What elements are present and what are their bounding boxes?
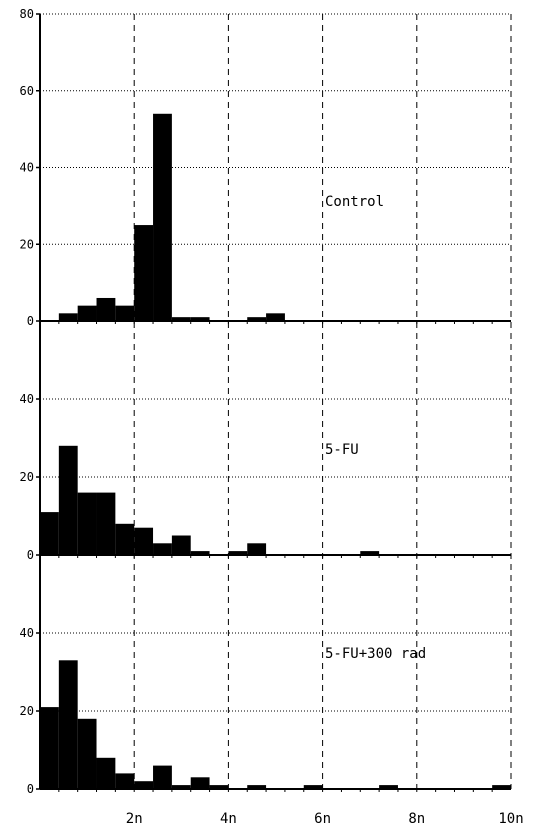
histogram-bar (134, 225, 154, 321)
histogram-bar (171, 785, 191, 789)
histogram-bar (492, 785, 511, 789)
y-tick-label: 0 (27, 314, 34, 328)
histogram-bar (96, 297, 116, 321)
histogram-bar (190, 551, 210, 555)
y-tick-label: 0 (27, 782, 34, 796)
x-tick-label: 4n (220, 811, 237, 827)
histogram-bar (247, 317, 267, 321)
histogram-bar (58, 313, 78, 321)
panel-label: Control (325, 194, 384, 210)
y-tick-label: 20 (20, 704, 34, 718)
y-tick-label: 40 (20, 626, 34, 640)
histogram-bar (247, 543, 267, 555)
x-tick-label: 2n (126, 811, 143, 827)
histogram-bar (77, 305, 97, 321)
histogram-bar (303, 785, 323, 789)
histogram-bar (134, 781, 154, 789)
histogram-bar (209, 785, 229, 789)
histogram-bar (171, 535, 191, 555)
panel-label: 5-FU+300 rad (325, 646, 426, 662)
histogram-bar (96, 492, 116, 555)
histogram-bar (171, 317, 191, 321)
histogram-bar (379, 785, 398, 789)
histogram-bar (58, 660, 78, 789)
histogram-bar (153, 543, 172, 555)
histogram-bar (115, 773, 135, 789)
histogram-bar (58, 445, 78, 555)
panel-label: 5-FU (325, 442, 359, 458)
histogram-bar (77, 492, 97, 555)
histogram-bar (190, 777, 210, 789)
histogram-bar (153, 113, 172, 322)
y-tick-label: 40 (20, 161, 34, 175)
histogram-bar (77, 718, 97, 789)
histogram-bar (190, 317, 210, 321)
histogram-bar (40, 707, 59, 789)
histogram-bar (228, 551, 248, 555)
histogram-bar (40, 512, 59, 555)
histogram-bar (360, 551, 380, 555)
histogram-bar (115, 523, 135, 555)
x-tick-label: 8n (408, 811, 425, 827)
histogram-bar (247, 785, 267, 789)
y-tick-label: 60 (20, 84, 34, 98)
y-tick-label: 20 (20, 470, 34, 484)
y-tick-label: 0 (27, 548, 34, 562)
y-tick-label: 80 (20, 7, 34, 21)
x-tick-label: 10n (498, 811, 523, 827)
histogram-bar (115, 305, 135, 321)
x-tick-label: 6n (314, 811, 331, 827)
histogram-bar (266, 313, 285, 321)
histogram-bar (153, 765, 172, 789)
y-tick-label: 40 (20, 392, 34, 406)
histogram-bar (96, 757, 116, 789)
histogram-bar (134, 527, 154, 555)
y-tick-label: 20 (20, 237, 34, 251)
